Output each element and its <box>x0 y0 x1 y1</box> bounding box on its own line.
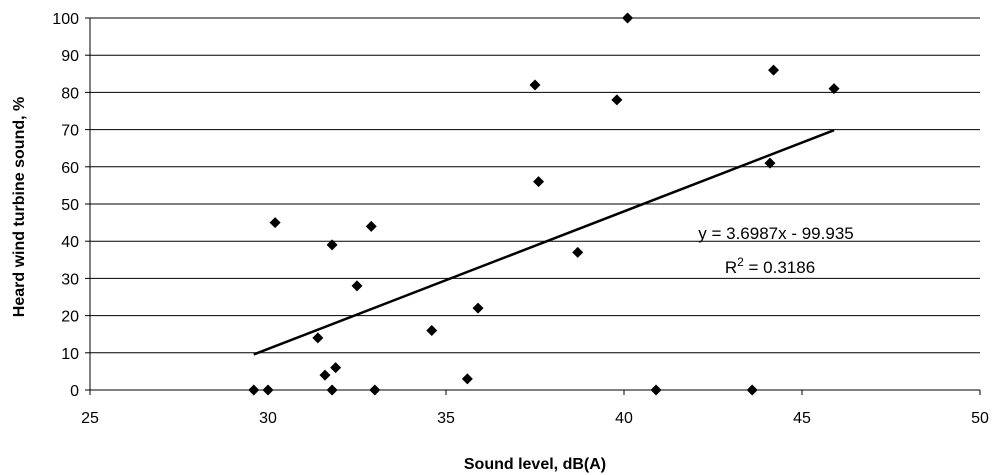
y-axis-title: Heard wind turbine sound, % <box>11 97 28 317</box>
y-tick-label: 90 <box>61 48 79 65</box>
data-point <box>611 94 623 106</box>
r2-value: = 0.3186 <box>744 258 815 277</box>
x-axis-ticks: 25 30 35 40 45 50 <box>81 390 989 427</box>
data-point <box>269 217 281 229</box>
x-axis-title: Sound level, dB(A) <box>464 456 606 473</box>
y-tick-label: 20 <box>61 309 79 326</box>
data-point <box>572 246 584 258</box>
data-point <box>319 369 331 381</box>
x-tick-label: 50 <box>971 410 989 427</box>
x-tick-label: 40 <box>615 410 633 427</box>
data-point <box>312 332 324 344</box>
data-point <box>529 79 541 91</box>
y-tick-label: 70 <box>61 123 79 140</box>
data-point <box>248 384 260 396</box>
trendline-r-squared: R2 = 0.3186 <box>725 255 815 277</box>
x-tick-label: 35 <box>437 410 455 427</box>
data-point <box>262 384 274 396</box>
data-point <box>746 384 758 396</box>
y-tick-label: 30 <box>61 271 79 288</box>
gridlines <box>90 17 980 354</box>
data-point <box>326 384 338 396</box>
data-point <box>533 176 545 188</box>
data-point <box>369 384 381 396</box>
y-tick-label: 100 <box>52 11 79 28</box>
data-point <box>472 302 484 314</box>
data-point <box>351 280 363 292</box>
data-point <box>622 12 634 24</box>
data-point <box>326 239 338 251</box>
y-tick-label: 80 <box>61 85 79 102</box>
r2-superscript: 2 <box>737 255 744 269</box>
data-point <box>426 324 438 336</box>
data-point <box>650 384 662 396</box>
data-points <box>248 12 840 396</box>
data-point <box>461 373 473 385</box>
trendline <box>253 129 835 356</box>
data-point <box>764 157 776 169</box>
y-tick-label: 40 <box>61 234 79 251</box>
y-tick-label: 0 <box>70 383 79 400</box>
x-tick-label: 45 <box>793 410 811 427</box>
data-point <box>768 64 780 76</box>
data-point <box>828 83 840 95</box>
data-point <box>330 362 342 374</box>
y-tick-label: 10 <box>61 346 79 363</box>
x-tick-label: 30 <box>259 410 277 427</box>
data-point <box>365 220 377 232</box>
y-tick-label: 60 <box>61 160 79 177</box>
y-axis-ticks: 0 10 20 30 40 50 60 70 80 90 100 <box>52 11 90 400</box>
r2-prefix: R <box>725 258 737 277</box>
trendline-equation: y = 3.6987x - 99.935 <box>698 224 853 243</box>
y-tick-label: 50 <box>61 197 79 214</box>
x-tick-label: 25 <box>81 410 99 427</box>
